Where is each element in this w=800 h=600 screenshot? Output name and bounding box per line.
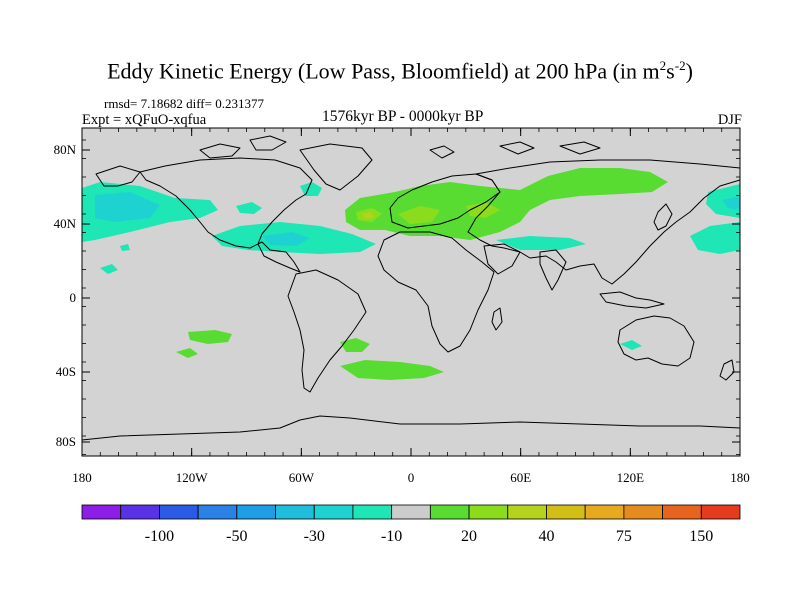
coastline-alaska xyxy=(95,165,141,187)
stats-text: rmsd= 7.18682 diff= 0.231377 xyxy=(104,96,264,111)
colorbar-swatch xyxy=(81,504,122,520)
coastline-asia xyxy=(467,159,740,285)
lat-tick-label: 80N xyxy=(54,142,77,157)
anomaly-patch xyxy=(262,232,310,246)
anomaly-patch xyxy=(188,330,232,344)
anomaly-patch xyxy=(340,338,370,352)
colorbar-swatch xyxy=(584,504,625,520)
colorbar-label: 20 xyxy=(461,528,477,545)
longitude-axis: 180 120W 60W 0 60E 120E 180 xyxy=(72,128,750,485)
coastline-south-america xyxy=(287,269,367,393)
anomaly-patch xyxy=(95,192,160,222)
coastlines xyxy=(82,135,740,441)
colorbar-swatch xyxy=(391,504,431,520)
anomaly-patch xyxy=(466,202,500,218)
period-label: 1576kyr BP - 0000kyr BP xyxy=(322,108,484,125)
colorbar-label: 75 xyxy=(616,528,632,545)
colorbar-swatch xyxy=(546,504,586,520)
colorbar-swatch xyxy=(120,504,160,520)
season-label: DJF xyxy=(717,112,742,128)
anomaly-patch xyxy=(722,196,740,210)
coastline-india xyxy=(539,249,567,291)
plot-title: Eddy Kinetic Energy (Low Pass, Bloomfiel… xyxy=(107,58,693,84)
anomaly-patch xyxy=(340,360,444,380)
lon-tick-label: 120W xyxy=(176,470,209,485)
coastline-north-america xyxy=(139,157,313,273)
colorbar-swatch xyxy=(352,504,393,520)
colorbar-swatch xyxy=(429,504,470,520)
anomaly-patch xyxy=(236,202,262,214)
coastline-australia xyxy=(617,315,695,367)
lat-tick-label: 40S xyxy=(56,364,76,379)
colorbar-swatch xyxy=(662,504,702,520)
colorbar-label: 40 xyxy=(538,528,554,545)
coastline-africa xyxy=(377,231,495,353)
lon-tick-label: 0 xyxy=(408,470,415,485)
coastline-arabia xyxy=(483,243,521,275)
colorbar-swatch xyxy=(700,504,741,520)
coastline-japan xyxy=(653,203,673,231)
colorbar-label: 150 xyxy=(689,528,713,545)
coastline-antarctica xyxy=(82,415,740,441)
colorbar-swatch xyxy=(275,504,315,520)
lat-tick-label: 80S xyxy=(56,434,76,449)
latitude-axis: 80N 40N 0 40S 80S xyxy=(54,139,740,455)
lon-tick-label: 180 xyxy=(730,470,750,485)
anomaly-patch xyxy=(176,348,198,358)
colorbar-swatch xyxy=(623,504,663,520)
lon-tick-label: 60E xyxy=(510,470,531,485)
anomaly-fields xyxy=(82,168,740,380)
colorbar-swatch xyxy=(313,504,354,520)
colorbar-swatch xyxy=(159,504,199,520)
lat-tick-label: 40N xyxy=(54,216,77,231)
anomaly-patch xyxy=(620,340,642,350)
lon-tick-label: 60W xyxy=(289,470,315,485)
coastline-indonesia xyxy=(599,291,665,309)
anomaly-patch xyxy=(300,182,322,196)
coastline-new-zealand xyxy=(719,359,735,381)
colorbar-label: -30 xyxy=(304,528,325,545)
colorbar-label: -100 xyxy=(145,528,174,545)
anomaly-patch xyxy=(496,236,586,250)
colorbar-swatch xyxy=(507,504,547,520)
colorbar-swatch xyxy=(236,504,276,520)
colorbar: -100 -50 -30 -10 20 40 75 150 xyxy=(81,504,741,545)
coastline-madagascar xyxy=(491,307,503,331)
anomaly-patch xyxy=(100,264,118,274)
anomaly-patch xyxy=(362,212,374,219)
colorbar-label: -10 xyxy=(381,528,402,545)
anomaly-patch xyxy=(690,222,740,254)
experiment-label: Expt = xQFuO-xqfua xyxy=(82,112,207,128)
anomaly-patch xyxy=(120,244,130,251)
anomaly-patch xyxy=(398,206,440,224)
lon-tick-label: 120E xyxy=(617,470,645,485)
coastline-arctic-islands xyxy=(199,135,601,159)
lat-tick-label: 0 xyxy=(70,290,77,305)
colorbar-swatch xyxy=(197,504,238,520)
lon-tick-label: 180 xyxy=(72,470,92,485)
colorbar-swatch xyxy=(468,504,509,520)
coastline-greenland xyxy=(299,143,373,191)
colorbar-label: -50 xyxy=(226,528,247,545)
